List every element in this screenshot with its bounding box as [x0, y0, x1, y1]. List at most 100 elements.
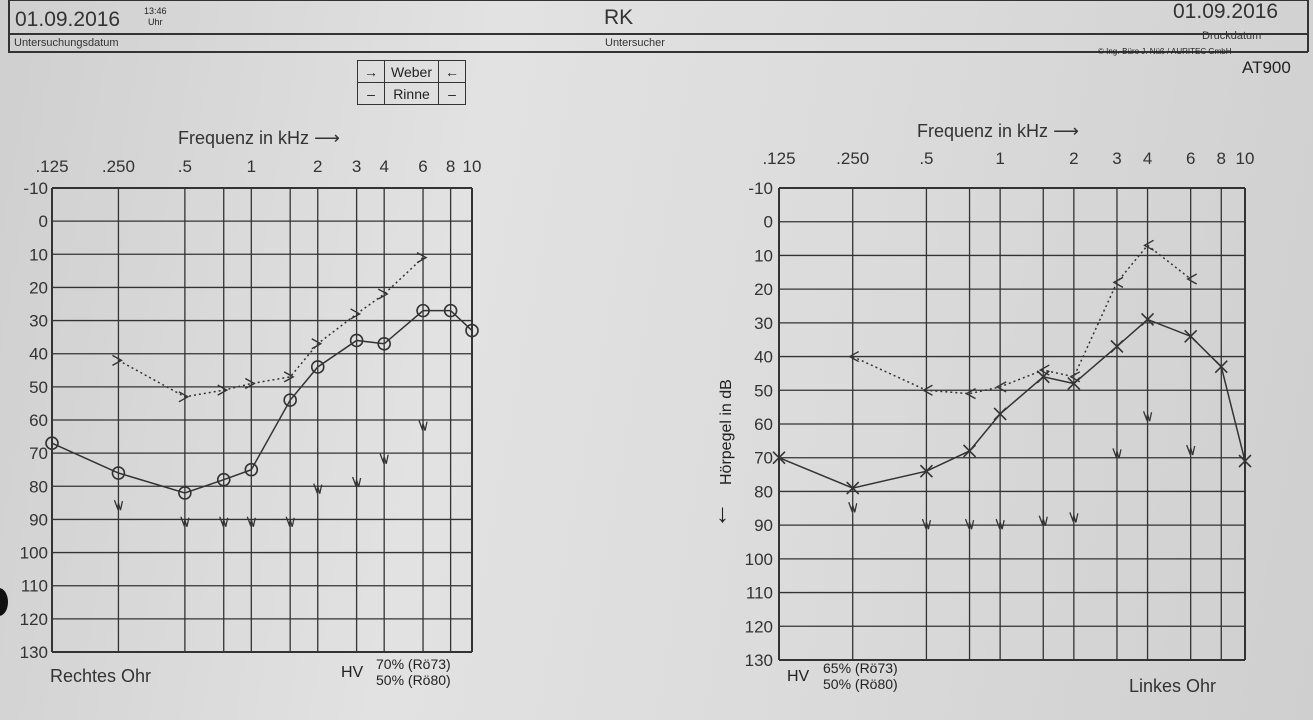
- hv-line: 65% (Rö73): [823, 660, 898, 676]
- exam-date: 01.09.2016: [15, 8, 121, 31]
- y-tick-label: 90: [754, 516, 773, 535]
- y-tick-label: 50: [29, 378, 48, 397]
- circle-marker: [244, 462, 259, 477]
- y-tick-label: 40: [29, 345, 48, 364]
- punch-hole: [0, 588, 8, 616]
- rinne-right: –: [357, 82, 385, 105]
- exam-time: 13:46: [144, 6, 167, 16]
- x-marker: [1214, 360, 1228, 374]
- bone-conduction-marker: [178, 391, 190, 403]
- arrow-right-icon: ⟶: [314, 128, 340, 148]
- squiggle-marker: [418, 420, 428, 431]
- bone-conduction-marker: [350, 308, 362, 320]
- device-model: AT900: [1242, 58, 1291, 77]
- arrow-right-icon: ⟶: [1053, 121, 1079, 141]
- x-marker: [1238, 454, 1252, 468]
- bone-conduction-marker: [1112, 276, 1124, 289]
- circle-marker: [45, 436, 59, 451]
- time-unit: Uhr: [148, 17, 163, 27]
- circle-marker: [443, 303, 458, 318]
- y-tick-label: 0: [764, 213, 773, 232]
- y-tick-label: -10: [23, 179, 48, 198]
- examiner-label: Untersucher: [605, 37, 665, 49]
- bone-conduction-marker: [1143, 239, 1154, 251]
- series-line: [852, 244, 1192, 395]
- y-tick-label: 20: [29, 278, 48, 297]
- squiggle-marker: [1069, 512, 1079, 523]
- x-tick-label: 2: [313, 157, 322, 176]
- squiggle-marker: [921, 518, 932, 530]
- left-xlabel: Frequenz in kHz ⟶: [178, 128, 340, 148]
- y-tick-label: 130: [20, 643, 48, 662]
- bone-conduction-marker: [377, 288, 389, 300]
- squiggle-marker: [180, 516, 190, 528]
- y-tick-label: 0: [39, 212, 48, 231]
- series-line: [51, 309, 473, 494]
- x-tick-label: 6: [418, 157, 427, 176]
- x-tick-label: 1: [995, 149, 1004, 168]
- x-tick-label: .250: [102, 157, 135, 176]
- hv-line: 70% (Rö73): [376, 656, 451, 672]
- y-tick-label: 70: [754, 449, 773, 468]
- y-tick-label: 120: [745, 617, 773, 636]
- squiggle-marker: [848, 502, 858, 513]
- left-ear-chart: -100102030405060708090100110120130.125.2…: [745, 149, 1255, 670]
- x-tick-label: 10: [1236, 149, 1255, 168]
- circle-marker: [216, 472, 231, 487]
- bone-conduction-marker: [311, 338, 323, 350]
- x-tick-label: 10: [463, 157, 482, 176]
- x-tick-label: 1: [247, 157, 256, 176]
- circle-marker: [111, 466, 126, 480]
- y-tick-label: 20: [754, 280, 773, 299]
- circle-marker: [377, 336, 391, 351]
- copyright: © Ing.-Büro J. Nüß / AURITEC GmbH: [1098, 47, 1232, 56]
- exam-date-label: Untersuchungsdatum: [14, 37, 119, 49]
- x-tick-label: .5: [919, 149, 933, 168]
- bone-conduction-marker: [244, 377, 256, 390]
- right-chart-title: Linkes Ohr: [1129, 676, 1217, 696]
- x-marker: [919, 464, 933, 478]
- bone-conduction-marker: [217, 384, 229, 396]
- bone-conduction-marker: [1038, 364, 1050, 376]
- circle-marker: [310, 360, 325, 374]
- squiggle-marker: [1142, 411, 1153, 422]
- x-tick-label: .125: [762, 149, 795, 168]
- circle-marker: [178, 486, 192, 500]
- right-xlabel: Frequenz in kHz ⟶: [917, 121, 1079, 141]
- right-hv-values: 65% (Rö73) 50% (Rö80): [823, 660, 898, 692]
- x-marker: [1067, 376, 1081, 391]
- y-tick-label: 110: [21, 577, 48, 596]
- left-hv-values: 70% (Rö73) 50% (Rö80): [376, 656, 451, 688]
- y-tick-label: 10: [29, 245, 48, 264]
- x-tick-label: 8: [1217, 149, 1226, 168]
- bone-conduction-marker: [848, 350, 860, 363]
- circle-marker: [465, 323, 479, 338]
- x-tick-label: 2: [1069, 149, 1078, 168]
- left-chart-title: Rechtes Ohr: [50, 666, 152, 686]
- y-tick-label: 10: [754, 246, 773, 265]
- y-tick-label: 60: [29, 411, 48, 430]
- squiggle-marker: [1112, 448, 1122, 459]
- x-marker: [1184, 329, 1198, 343]
- series-line: [118, 257, 424, 398]
- squiggle-marker: [285, 516, 295, 528]
- bone-conduction-marker: [1186, 273, 1198, 285]
- y-tick-label: 50: [754, 381, 773, 400]
- y-tick-label: 100: [745, 550, 773, 569]
- circle-marker: [416, 303, 430, 318]
- y-tick-label: 60: [754, 415, 773, 434]
- x-marker: [846, 481, 860, 495]
- y-tick-label: 90: [29, 510, 48, 529]
- y-tick-label: 40: [754, 348, 773, 367]
- squiggle-marker: [246, 516, 256, 528]
- squiggle-marker: [313, 483, 323, 494]
- x-marker: [1140, 312, 1155, 327]
- y-tick-label: 30: [29, 312, 48, 331]
- squiggle-marker: [351, 476, 362, 488]
- x-marker: [772, 451, 786, 465]
- squiggle-marker: [1186, 444, 1196, 456]
- bone-conduction-marker: [995, 381, 1007, 393]
- circle-marker: [349, 333, 364, 348]
- bone-conduction-marker: [1069, 371, 1081, 383]
